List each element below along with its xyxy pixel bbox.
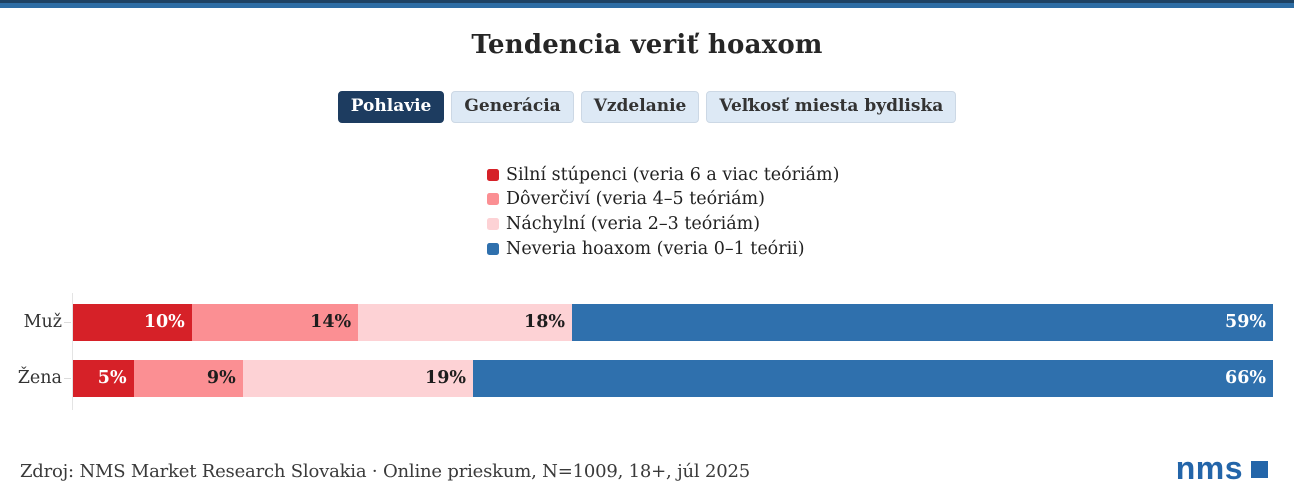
axis-tick bbox=[62, 378, 73, 379]
source-note: Zdroj: NMS Market Research Slovakia · On… bbox=[20, 461, 750, 482]
nms-logo: nms bbox=[1175, 450, 1268, 487]
axis-tick bbox=[62, 322, 73, 323]
bar-row-muz: Muž 10% 14% 18% 59% bbox=[0, 303, 1273, 341]
stacked-bar: 5% 9% 19% 66% bbox=[73, 359, 1273, 397]
bar-segment-neveria-hoaxom: 66% bbox=[473, 359, 1273, 397]
tab-velkost-miesta-bydliska[interactable]: Veľkosť miesta bydliska bbox=[706, 91, 957, 123]
legend-item: Náchylní (veria 2–3 teóriám) bbox=[487, 212, 1294, 237]
nms-logo-square-icon bbox=[1251, 460, 1268, 478]
tab-vzdelanie[interactable]: Vzdelanie bbox=[580, 91, 700, 123]
bar-segment-dovercivi: 9% bbox=[133, 359, 243, 397]
legend: Silní stúpenci (veria 6 a viac teóriám) D… bbox=[487, 163, 1294, 261]
legend-swatch-icon bbox=[487, 193, 499, 206]
bar-segment-nachylni: 19% bbox=[242, 359, 473, 397]
legend-item: Silní stúpenci (veria 6 a viac teóriám) bbox=[487, 163, 1294, 188]
segment-value-label: 9% bbox=[206, 368, 236, 389]
legend-item: Neveria hoaxom (veria 0–1 teórii) bbox=[487, 236, 1294, 261]
axis-baseline bbox=[72, 292, 73, 410]
legend-label: Náchylní (veria 2–3 teóriám) bbox=[506, 214, 761, 235]
category-label: Žena bbox=[17, 368, 62, 389]
legend-swatch-icon bbox=[487, 242, 499, 255]
tab-bar: Pohlavie Generácia Vzdelanie Veľkosť miesta… bbox=[0, 91, 1294, 123]
footer: Zdroj: NMS Market Research Slovakia · On… bbox=[20, 450, 1268, 487]
bar-segment-silni-stupenci: 5% bbox=[73, 359, 134, 397]
segment-value-label: 66% bbox=[1225, 368, 1266, 389]
legend-item: Dôverčiví (veria 4–5 teóriám) bbox=[487, 187, 1294, 212]
category-label: Muž bbox=[23, 312, 62, 333]
tab-generacia[interactable]: Generácia bbox=[451, 91, 574, 123]
legend-label: Silní stúpenci (veria 6 a viac teóriám) bbox=[506, 164, 840, 185]
top-accent-bar bbox=[0, 0, 1294, 8]
stacked-bar: 10% 14% 18% 59% bbox=[73, 303, 1273, 341]
bar-segment-neveria-hoaxom: 59% bbox=[572, 303, 1273, 341]
segment-value-label: 14% bbox=[310, 312, 352, 333]
legend-swatch-icon bbox=[487, 218, 499, 231]
bar-segment-nachylni: 18% bbox=[358, 303, 573, 341]
segment-value-label: 5% bbox=[97, 368, 127, 389]
bar-row-zena: Žena 5% 9% 19% 66% bbox=[0, 359, 1273, 397]
bar-segment-silni-stupenci: 10% bbox=[73, 303, 192, 341]
nms-logo-text: nms bbox=[1175, 450, 1243, 487]
segment-value-label: 59% bbox=[1225, 312, 1266, 333]
segment-value-label: 10% bbox=[143, 312, 185, 333]
bar-segment-dovercivi: 14% bbox=[191, 303, 359, 341]
page-title: Tendencia veriť hoaxom bbox=[471, 30, 823, 60]
chart: Muž 10% 14% 18% 59% Žena 5% 9% 19% 66% bbox=[0, 292, 1294, 410]
segment-value-label: 19% bbox=[425, 368, 466, 389]
legend-label: Neveria hoaxom (veria 0–1 teórii) bbox=[506, 238, 805, 259]
segment-value-label: 18% bbox=[524, 312, 566, 333]
legend-label: Dôverčiví (veria 4–5 teóriám) bbox=[506, 189, 765, 210]
tab-pohlavie[interactable]: Pohlavie bbox=[337, 91, 445, 123]
chart-rows: Muž 10% 14% 18% 59% Žena 5% 9% 19% 66% bbox=[0, 303, 1273, 397]
legend-swatch-icon bbox=[487, 168, 499, 181]
